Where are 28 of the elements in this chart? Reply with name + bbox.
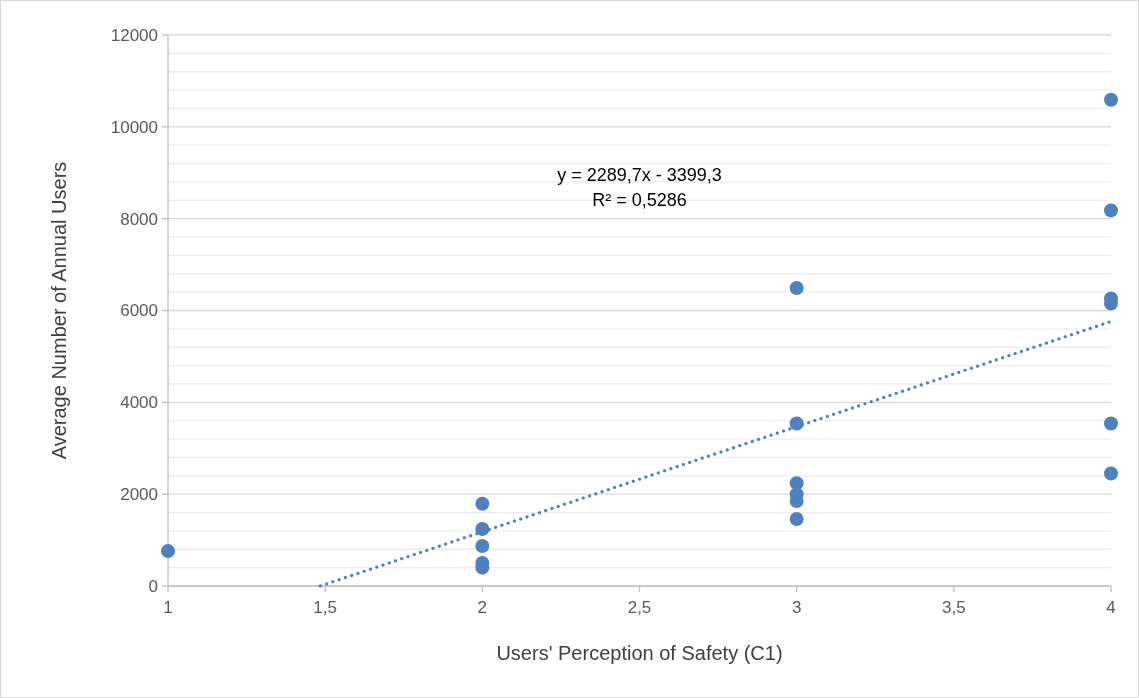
y-tick-label: 12000 <box>110 25 158 45</box>
x-tick-label: 2 <box>477 598 488 617</box>
y-axis-title: Average Number of Annual Users <box>48 161 70 460</box>
point <box>1104 416 1118 431</box>
y-tick-label: 10000 <box>110 117 158 137</box>
point <box>789 281 804 295</box>
point <box>475 539 490 554</box>
point <box>1104 203 1118 218</box>
annotation: R² = 0,5286 <box>592 190 687 210</box>
x-tick-label: 1 <box>163 598 173 617</box>
y-tick-label: 2000 <box>120 485 158 505</box>
x-tick-label: 3 <box>791 598 802 617</box>
annotation: y = 2289,7x - 3399,3 <box>557 165 722 185</box>
x-tick-label: 3,5 <box>942 598 966 617</box>
y-tick-label: 8000 <box>120 209 158 229</box>
x-tick-label: 2,5 <box>627 598 652 617</box>
x-tick-label: 4 <box>1106 598 1116 617</box>
x-tick-label: 1,5 <box>313 598 337 617</box>
point <box>789 511 804 526</box>
x-axis-title: Users' Perception of Safety (C1) <box>496 642 783 664</box>
point <box>475 522 490 537</box>
y-tick-label: 4000 <box>120 393 158 413</box>
point <box>1104 466 1118 481</box>
point <box>1104 92 1118 107</box>
y-tick-label: 0 <box>148 576 158 596</box>
point <box>161 544 175 559</box>
point <box>475 496 490 511</box>
y-tick-label: 6000 <box>120 301 158 321</box>
